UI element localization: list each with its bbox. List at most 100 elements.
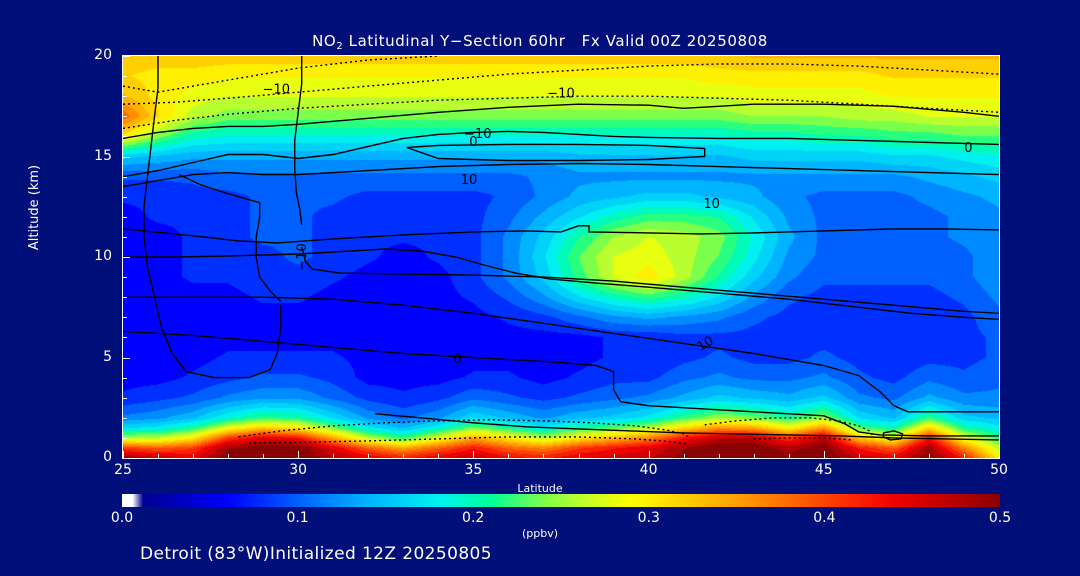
x-axis-title: Latitude [517, 482, 563, 495]
title-prefix: NO [312, 32, 337, 50]
contour-label: −10 [263, 83, 290, 98]
colorbar-tick-label: 0.3 [637, 510, 660, 526]
contour-label: 10 [695, 334, 717, 355]
colorbar [122, 494, 1000, 507]
x-tick-major [649, 451, 650, 458]
y-tick-minor [123, 197, 127, 198]
x-tick-minor [964, 454, 965, 458]
x-tick-major [824, 451, 825, 458]
x-tick-major [999, 451, 1000, 458]
x-tick-minor [368, 454, 369, 458]
x-tick-minor [158, 454, 159, 458]
x-tick-minor [719, 454, 720, 458]
y-tick-minor [123, 398, 127, 399]
x-tick-minor [684, 454, 685, 458]
contour-line-dotted [249, 436, 688, 445]
x-tick-minor [579, 454, 580, 458]
x-tick-major [473, 451, 474, 458]
y-tick-label: 15 [94, 147, 112, 164]
contour-line-solid [123, 130, 999, 178]
x-tick-minor [929, 454, 930, 458]
y-tick-minor [123, 418, 127, 419]
x-tick-major [298, 451, 299, 458]
contour-line-solid [375, 413, 999, 441]
contour-line-solid [123, 225, 999, 244]
contour-line-dotted [704, 417, 874, 437]
x-tick-minor [508, 454, 509, 458]
y-tick-label: 20 [94, 47, 112, 63]
contour-line-solid [406, 143, 706, 162]
y-tick-label: 0 [103, 449, 112, 465]
y-tick-major [123, 458, 130, 459]
x-tick-major [123, 451, 124, 458]
y-tick-major [123, 257, 130, 258]
contour-line-solid [301, 246, 999, 314]
x-tick-label: 30 [289, 462, 308, 478]
x-tick-minor [614, 454, 615, 458]
y-tick-minor [123, 76, 127, 77]
x-tick-minor [859, 454, 860, 458]
contour-line-dotted [753, 437, 852, 441]
x-tick-minor [263, 454, 264, 458]
x-tick-minor [193, 454, 194, 458]
contour-label: 0 [964, 141, 972, 156]
x-tick-label: 25 [114, 462, 132, 478]
y-tick-label: 10 [94, 248, 112, 264]
colorbar-gradient [122, 494, 1000, 507]
x-tick-label: 35 [464, 462, 483, 478]
contour-label: −10 [547, 87, 574, 102]
x-tick-minor [438, 454, 439, 458]
y-tick-minor [123, 438, 127, 439]
contour-label: 0 [469, 135, 477, 150]
contour-line-dotted [123, 63, 999, 105]
page-title: NO2 Latitudinal Y−Section 60hr Fx Valid … [0, 32, 1080, 52]
contour-line-solid [123, 103, 999, 140]
y-tick-minor [123, 378, 127, 379]
contour-line-solid [123, 296, 999, 413]
contour-line-solid [123, 162, 999, 188]
contour-line-solid [293, 56, 303, 225]
x-tick-minor [333, 454, 334, 458]
y-tick-minor [123, 297, 127, 298]
y-tick-minor [123, 177, 127, 178]
contour-line-dotted [238, 419, 691, 439]
contour-label: −10 [464, 127, 491, 142]
colorbar-tick-label: 0.0 [110, 510, 134, 526]
contour-label: 10 [703, 197, 720, 212]
y-tick-label: 5 [103, 348, 112, 365]
contour-label: −10 [295, 243, 310, 270]
title-subscript: 2 [336, 41, 344, 52]
x-tick-label: 50 [990, 462, 1008, 478]
contour-label: 0 [453, 352, 461, 367]
contour-line-solid [143, 56, 282, 379]
contour-line-dotted [123, 95, 999, 130]
contour-label: 10 [461, 173, 478, 188]
colorbar-tick-label: 0.5 [988, 510, 1012, 526]
cross-section-plot: −10 −10 −10 −10 0 0 0 10 10 10 [122, 55, 1000, 459]
title-rest: Latitudinal Y−Section 60hr Fx Valid 00Z … [343, 32, 768, 50]
contour-line-solid [123, 330, 999, 437]
x-tick-minor [894, 454, 895, 458]
colorbar-unit-label: (ppbv) [521, 527, 559, 540]
y-tick-minor [123, 317, 127, 318]
x-tick-minor [754, 454, 755, 458]
contour-line-solid [123, 248, 999, 320]
colorbar-tick-label: 0.2 [462, 510, 485, 526]
y-tick-major [123, 157, 130, 158]
heatmap-canvas [123, 56, 999, 458]
x-tick-minor [543, 454, 544, 458]
y-tick-minor [123, 217, 127, 218]
x-tick-label: 40 [639, 462, 658, 478]
colorbar-tick-label: 0.4 [813, 510, 836, 526]
y-tick-minor [123, 237, 127, 238]
y-tick-minor [123, 277, 127, 278]
y-tick-minor [123, 116, 127, 117]
colorbar-tick-label: 0.1 [286, 510, 309, 526]
y-tick-minor [123, 96, 127, 97]
y-tick-major [123, 358, 130, 359]
x-tick-minor [228, 454, 229, 458]
x-tick-minor [403, 454, 404, 458]
y-axis-title: Altitude (km) [27, 164, 43, 251]
contour-line-solid [882, 430, 904, 441]
